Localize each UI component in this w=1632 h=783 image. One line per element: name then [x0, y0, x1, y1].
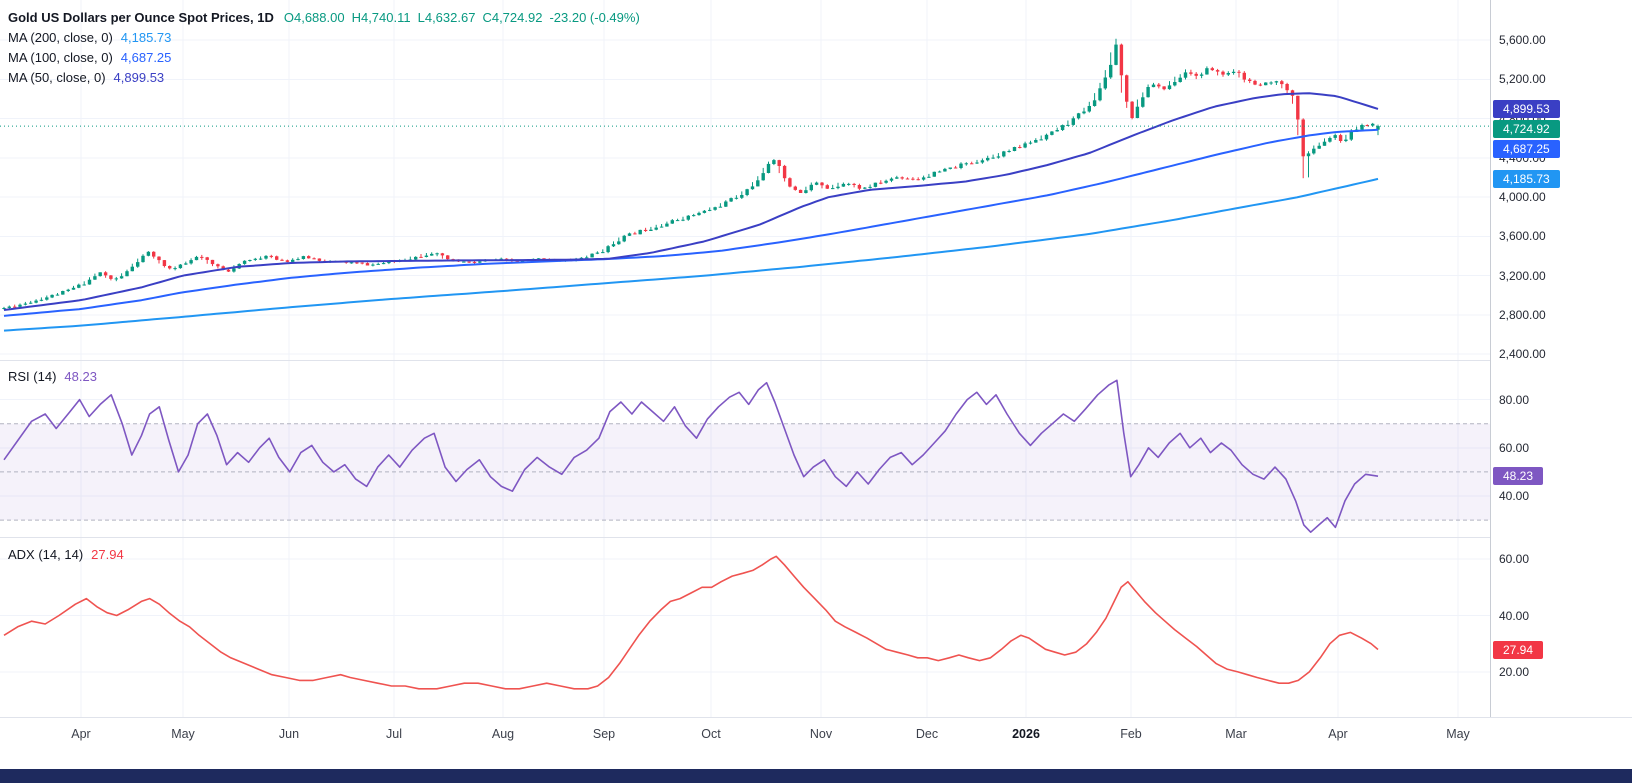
- ohlc-low: L4,632.67: [417, 10, 476, 25]
- axis-tick-label: 4,000.00: [1499, 190, 1546, 205]
- time-axis-label: Nov: [809, 727, 833, 741]
- ma50-price-badge: 4,899.53: [1493, 99, 1560, 118]
- ma200-value: 4,185.73: [120, 30, 172, 45]
- indicator-ma200-row[interactable]: MA (200, close, 0) 4,185.73: [8, 28, 647, 48]
- axis-tick-label: 2,400.00: [1499, 347, 1546, 362]
- time-axis-label: Apr: [1328, 727, 1348, 741]
- axis-tick-label: 2,800.00: [1499, 307, 1546, 322]
- adx-value: 27.94: [91, 547, 124, 562]
- axis-tick-label: 80.00: [1499, 392, 1530, 407]
- price-chart-svg: [0, 0, 1490, 360]
- time-axis-label: May: [171, 727, 195, 741]
- panel-separator[interactable]: [0, 360, 1632, 361]
- rsi-label: RSI (14): [8, 369, 57, 384]
- ma100-price-badge: 4,687.25: [1493, 139, 1560, 158]
- ohlc-values: O4,688.00 H4,740.11 L4,632.67 C4,724.92 -23.…: [284, 10, 647, 25]
- indicator-ma50-row[interactable]: MA (50, close, 0) 4,899.53: [8, 68, 647, 88]
- ohlc-open: O4,688.00: [283, 10, 345, 25]
- ma50-value: 4,899.53: [113, 70, 165, 85]
- ma100-label: MA (100, close, 0): [8, 50, 113, 65]
- ohlc-change: -23.20 (-0.49%): [549, 10, 640, 25]
- axis-tick-label: 40.00: [1499, 608, 1530, 623]
- adx-panel[interactable]: [0, 538, 1490, 717]
- time-axis-label: Jun: [278, 727, 300, 741]
- axis-tick-label: 3,200.00: [1499, 268, 1546, 283]
- axis-tick-label: 40.00: [1499, 489, 1530, 503]
- symbol-title[interactable]: Gold US Dollars per Ounce Spot Prices, 1…: [8, 10, 274, 25]
- time-axis[interactable]: Apr May Jun Jul Aug Sep Oct Nov Dec 2026 Feb Mar Apr…: [0, 718, 1632, 762]
- symbol-legend-row[interactable]: Gold US Dollars per Ounce Spot Prices, 1…: [8, 8, 647, 28]
- axis-tick-label: 3,600.00: [1499, 229, 1546, 244]
- ma200-price-badge: 4,185.73: [1493, 169, 1560, 188]
- adx-legend-row[interactable]: ADX (14, 14) 27.94: [8, 547, 124, 562]
- legend: Gold US Dollars per Ounce Spot Prices, 1…: [8, 8, 647, 88]
- price-axis[interactable]: 5,600.00 5,200.00 4,800.00 4,400.00 4,000.00…: [1490, 0, 1632, 717]
- time-axis-label: Sep: [592, 727, 616, 741]
- adx-chart-svg: [0, 538, 1490, 717]
- rsi-legend-row[interactable]: RSI (14) 48.23: [8, 369, 97, 384]
- rsi-value-badge: 48.23: [1493, 467, 1544, 486]
- ohlc-high: H4,740.11: [351, 10, 411, 25]
- last-price-badge: 4,724.92: [1493, 119, 1560, 138]
- ma100-value: 4,687.25: [120, 50, 172, 65]
- rsi-value: 48.23: [64, 369, 97, 384]
- panel-separator: [0, 717, 1632, 718]
- time-axis-label: Mar: [1225, 727, 1247, 741]
- time-axis-label: Feb: [1120, 727, 1142, 741]
- ma200-label: MA (200, close, 0): [8, 30, 113, 45]
- ohlc-close: C4,724.92: [482, 10, 543, 25]
- panel-separator[interactable]: [0, 537, 1632, 538]
- indicator-ma100-row[interactable]: MA (100, close, 0) 4,687.25: [8, 48, 647, 68]
- time-axis-label: Aug: [491, 727, 515, 741]
- axis-tick-label: 60.00: [1499, 440, 1530, 455]
- time-axis-label: Apr: [71, 727, 91, 741]
- bottom-bar: [0, 769, 1632, 783]
- time-axis-label: 2026: [1012, 727, 1040, 741]
- rsi-panel[interactable]: [0, 361, 1490, 537]
- axis-tick-label: 5,200.00: [1499, 72, 1546, 87]
- adx-value-badge: 27.94: [1493, 640, 1544, 659]
- rsi-chart-svg: [0, 361, 1490, 537]
- time-axis-label: Oct: [701, 727, 721, 741]
- time-axis-label: Dec: [915, 727, 939, 741]
- axis-tick-label: 5,600.00: [1499, 33, 1546, 48]
- time-axis-label: May: [1446, 727, 1470, 741]
- axis-tick-label: 20.00: [1499, 664, 1530, 679]
- price-panel[interactable]: [0, 0, 1490, 360]
- adx-label: ADX (14, 14): [8, 547, 84, 562]
- time-axis-label: Jul: [386, 727, 402, 741]
- axis-tick-label: 60.00: [1499, 552, 1530, 567]
- ma50-label: MA (50, close, 0): [8, 70, 106, 85]
